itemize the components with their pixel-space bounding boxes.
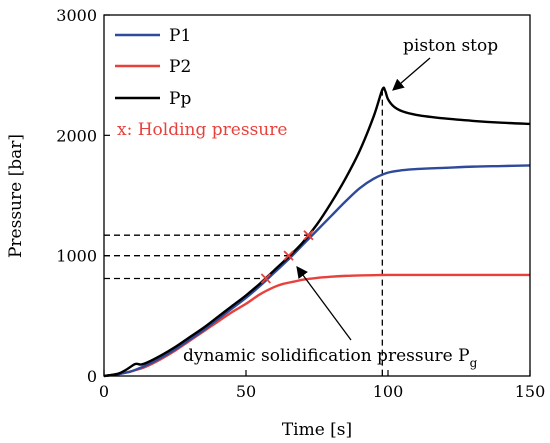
x-tick-label: 100 — [373, 382, 404, 401]
dynamic-pressure-label-main: dynamic solidification pressure P — [183, 346, 470, 366]
x-tick-label: 150 — [515, 382, 546, 401]
legend-label-pp: Pp — [169, 89, 191, 109]
legend: P1 P2 Pp x: Holding pressure — [115, 26, 287, 140]
y-tick-label: 1000 — [56, 247, 97, 266]
legend-label-p2: P2 — [169, 57, 191, 77]
holding-marker-1 — [260, 273, 272, 284]
x-tick-label: 50 — [236, 382, 256, 401]
dynamic-pressure-arrow — [296, 266, 352, 341]
y-tick-label: 2000 — [56, 126, 97, 145]
holding-marker-3 — [303, 230, 314, 241]
dynamic-pressure-label: dynamic solidification pressure Pg — [183, 346, 478, 370]
series-lines — [103, 86, 531, 378]
holding-markers — [260, 230, 314, 284]
reference-lines — [104, 89, 383, 376]
axis-ticks: 0 50 100 150 0 1000 2000 3000 — [56, 6, 545, 401]
holding-pressure-note: x: Holding pressure — [117, 120, 287, 140]
x-tick-label: 0 — [99, 382, 109, 401]
x-axis-title: Time [s] — [282, 420, 352, 440]
piston-stop-label: piston stop — [403, 36, 498, 56]
legend-label-p1: P1 — [169, 26, 191, 46]
plot-frame — [103, 14, 531, 377]
series-line-p1 — [103, 164, 531, 378]
series-line-pp — [103, 86, 531, 378]
holding-marker-2 — [283, 250, 294, 261]
dynamic-pressure-label-subscript: g — [470, 356, 478, 370]
y-axis-title: Pressure [bar] — [6, 134, 26, 258]
y-tick-label: 0 — [87, 367, 97, 386]
y-tick-label: 3000 — [56, 6, 97, 25]
piston-stop-arrow — [392, 57, 431, 91]
